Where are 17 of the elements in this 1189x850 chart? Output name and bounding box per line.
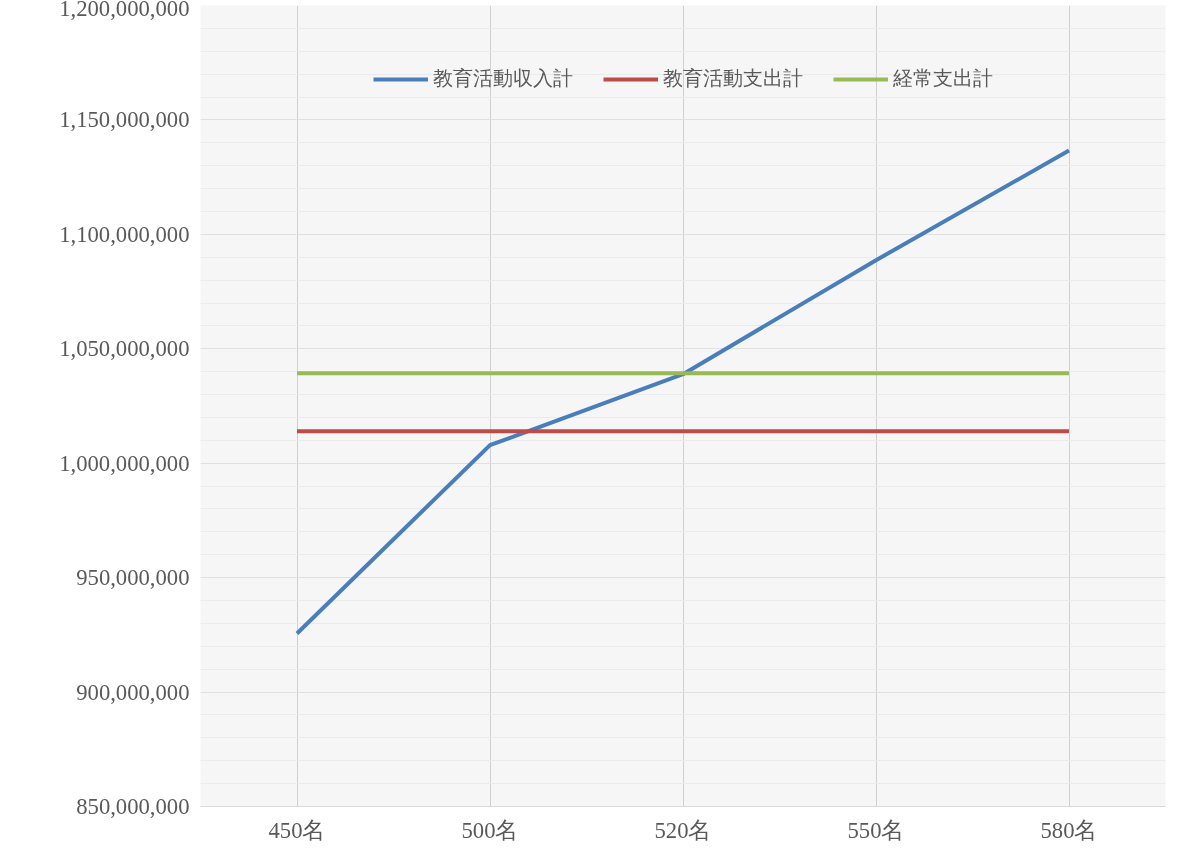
x-tick-label: 550名 [847,817,905,843]
y-tick-label: 950,000,000 [76,565,190,591]
line-series [295,148,1071,636]
x-tick-label: 520名 [654,817,712,843]
y-tick-label: 900,000,000 [76,679,190,705]
legend-label: 教育活動支出計 [662,65,803,92]
y-tick-label: 1,050,000,000 [59,336,190,362]
y-tick-label: 1,150,000,000 [59,107,190,133]
y-tick-label: 850,000,000 [76,794,190,819]
x-tick-label: 580名 [1040,817,1098,843]
legend-label: 教育活動収入計 [432,65,573,92]
legend-label: 経常支出計 [892,65,993,92]
x-tick-label: 450名 [268,817,326,843]
y-tick-label: 1,200,000,000 [59,0,190,21]
y-tick-label: 1,000,000,000 [59,450,190,476]
x-tick-label: 500名 [461,817,519,843]
y-tick-label: 1,100,000,000 [59,221,190,247]
